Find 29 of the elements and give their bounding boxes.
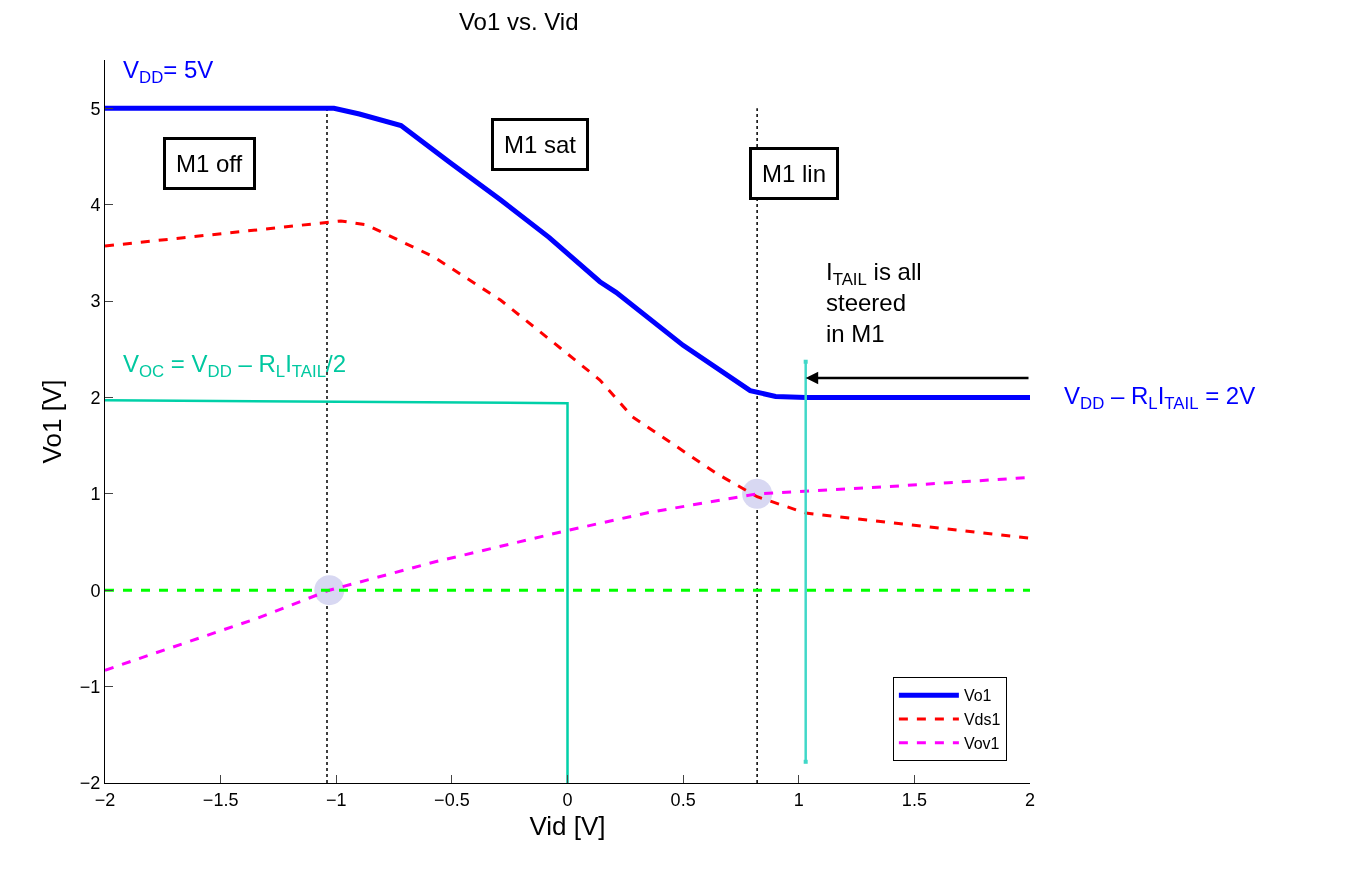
y-tick-label: 1 xyxy=(90,484,101,505)
legend-label: Vov1 xyxy=(963,735,1000,753)
y-tick-label: −1 xyxy=(79,676,101,697)
y-tick-label: 3 xyxy=(90,291,101,312)
annotation: M1 sat xyxy=(504,131,577,158)
y-tick-label: −2 xyxy=(79,773,101,794)
legend-label: Vo1 xyxy=(963,687,992,705)
y-tick-label: 4 xyxy=(90,194,101,215)
x-tick-label: 0 xyxy=(562,789,573,810)
legend-label: Vds1 xyxy=(963,711,1001,729)
annotation: V$_{DD}$= 5V xyxy=(123,56,214,88)
y-tick-label: 2 xyxy=(90,387,101,408)
x-tick-label: 2 xyxy=(1024,789,1036,810)
text: V$_{DD}$ – R$_{L}$I$_{TAIL}$ = 2V xyxy=(1064,382,1256,414)
y-axis-title: Vo1 [V] xyxy=(37,379,68,464)
x-tick-label: 1 xyxy=(793,789,804,810)
annotation: I$_{TAIL}$ is all steered in M1 xyxy=(826,258,922,348)
y-tick-label: 0 xyxy=(90,580,101,601)
y-tick-label: 5 xyxy=(90,98,101,119)
chart-title: Vo1 vs. Vid xyxy=(458,7,579,35)
text: V$_{OC}$ = V$_{DD}$ – R$_{L}$I$_{TAIL}$/2 xyxy=(123,350,347,382)
annotation: M1 off xyxy=(176,150,243,177)
annotation: M1 lin xyxy=(762,160,827,187)
x-tick-label: 0.5 xyxy=(670,789,696,810)
x-tick-label: −1.5 xyxy=(202,789,239,810)
x-axis-title: Vid [V] xyxy=(529,811,606,842)
x-tick-label: 1.5 xyxy=(901,789,927,810)
x-tick-label: −0.5 xyxy=(434,789,470,810)
x-tick-label: −1 xyxy=(325,789,347,810)
